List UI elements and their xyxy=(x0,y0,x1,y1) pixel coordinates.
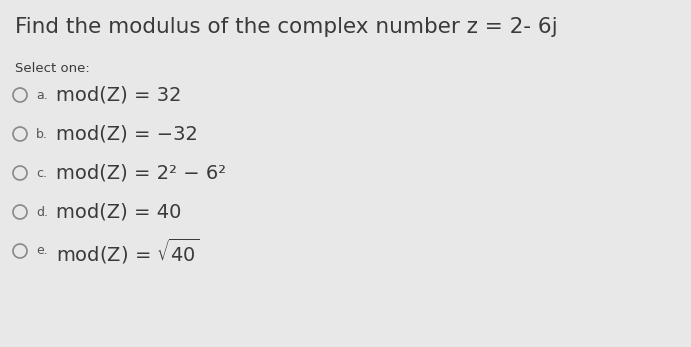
Text: Select one:: Select one: xyxy=(15,62,90,75)
Text: a.: a. xyxy=(36,88,48,102)
Text: mod(Z) = $\mathregular{\sqrt{40}}$: mod(Z) = $\mathregular{\sqrt{40}}$ xyxy=(56,236,200,265)
Text: mod(Z) = 32: mod(Z) = 32 xyxy=(56,85,182,104)
Text: mod(Z) = −32: mod(Z) = −32 xyxy=(56,125,198,144)
Text: b.: b. xyxy=(36,127,48,141)
Text: c.: c. xyxy=(36,167,47,179)
Text: Find the modulus of the complex number z = 2- 6j: Find the modulus of the complex number z… xyxy=(15,17,558,37)
Text: mod(Z) = 40: mod(Z) = 40 xyxy=(56,203,181,221)
Text: d.: d. xyxy=(36,205,48,219)
Text: e.: e. xyxy=(36,245,48,257)
Text: mod(Z) = 2² − 6²: mod(Z) = 2² − 6² xyxy=(56,163,226,183)
